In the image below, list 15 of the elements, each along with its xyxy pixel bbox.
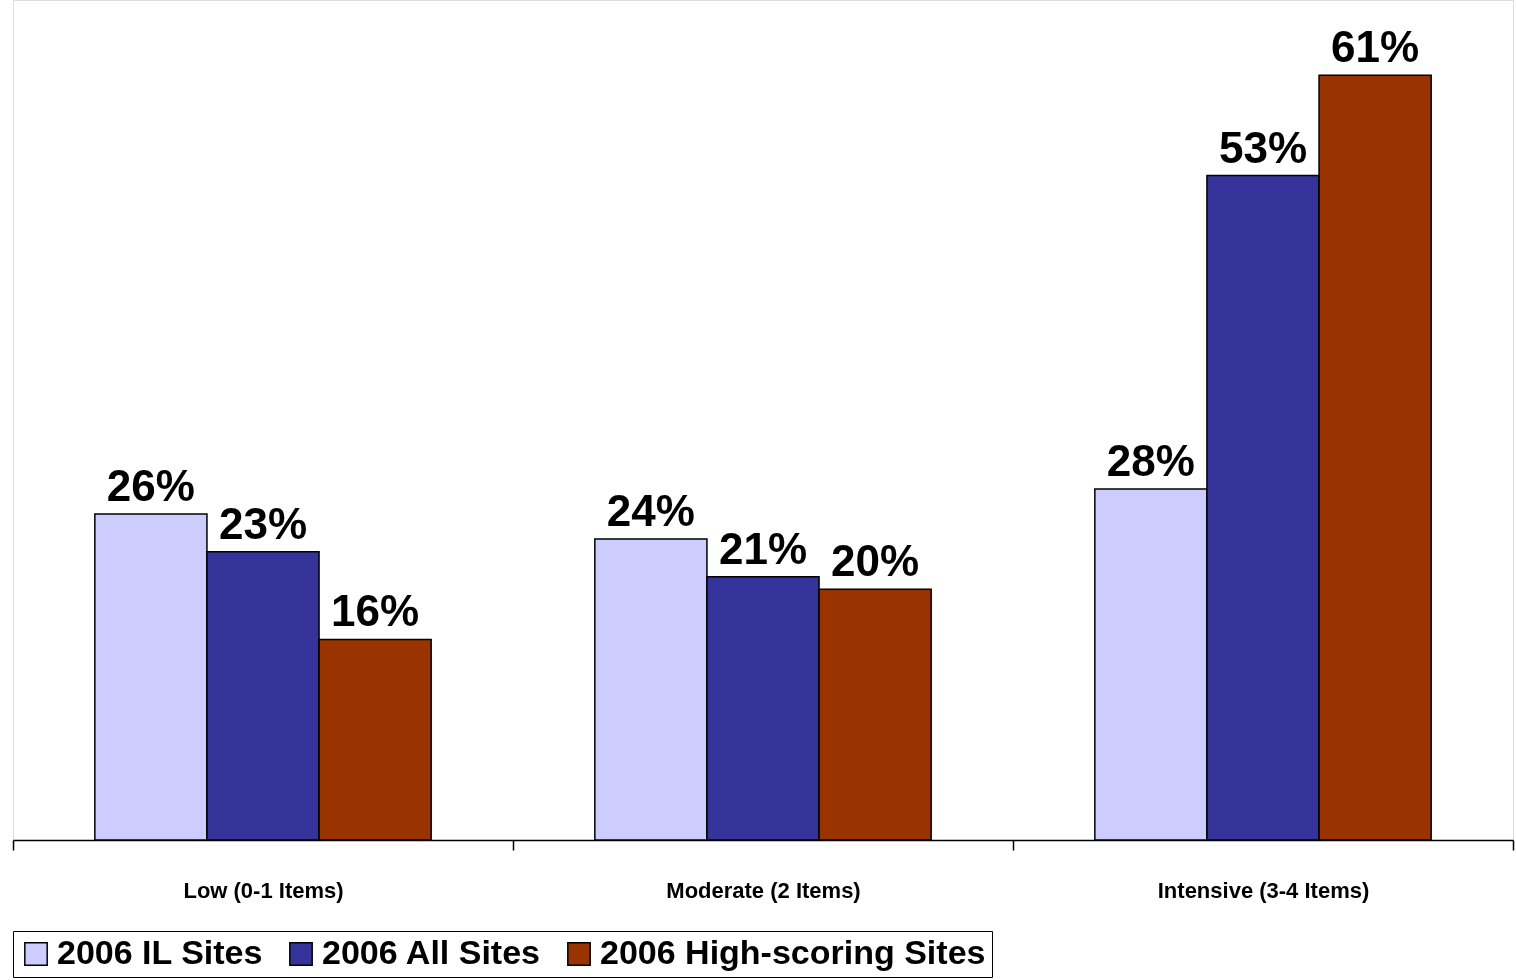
data-label: 23% <box>218 498 308 548</box>
legend-label: 2006 All Sites <box>322 933 540 971</box>
x-tick-label: Intensive (3-4 Items) <box>1157 877 1370 903</box>
data-label: 24% <box>606 486 695 536</box>
legend-label: 2006 High-scoring Sites <box>600 933 986 971</box>
legend-label: 2006 IL Sites <box>57 933 263 971</box>
x-tick-label: Low (0-1 Items) <box>183 877 344 903</box>
x-tick-label: Moderate (2 Items) <box>666 877 861 903</box>
data-label: 61% <box>1331 22 1420 72</box>
data-label: 26% <box>106 461 195 511</box>
data-label: 21% <box>718 523 808 573</box>
data-label: 28% <box>1106 435 1195 485</box>
data-label: 53% <box>1218 122 1308 172</box>
data-label: 16% <box>331 586 420 636</box>
data-label: 20% <box>831 536 920 586</box>
